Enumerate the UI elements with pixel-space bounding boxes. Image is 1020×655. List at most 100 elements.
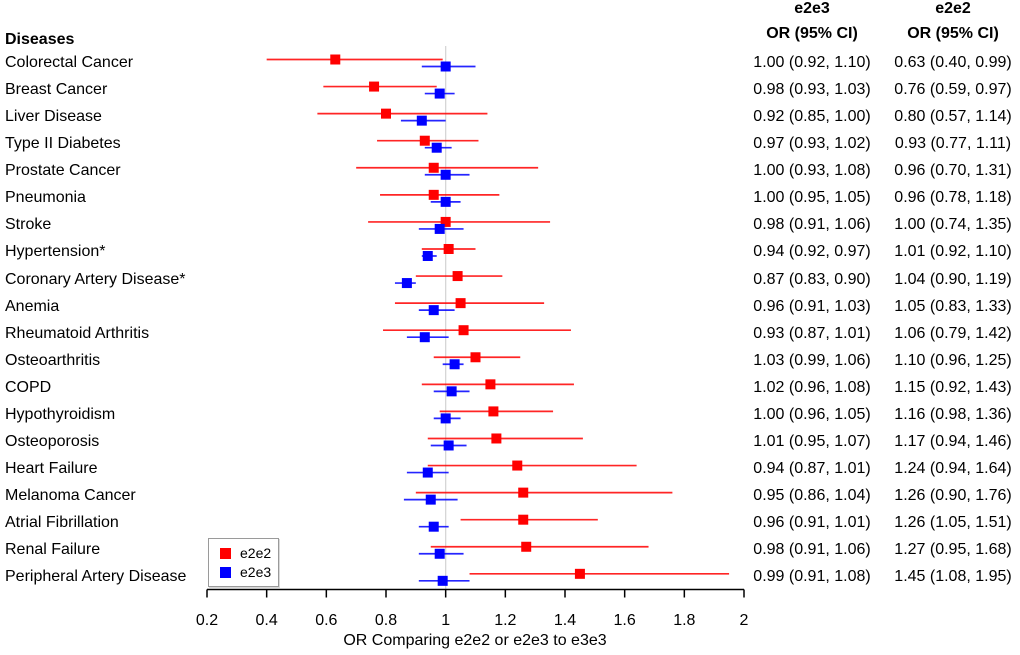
ci-text-e2e2: 0.93 (0.77, 1.11) [894, 135, 1012, 153]
or-marker-e2e2 [574, 568, 585, 579]
or-marker-e2e2 [485, 379, 496, 390]
ci-text-e2e3: 1.03 (0.99, 1.06) [753, 351, 871, 369]
or-marker-e2e2 [440, 216, 451, 227]
disease-label: Coronary Artery Disease* [5, 270, 186, 288]
column-header-e2e2-genotype: e2e2 [935, 0, 971, 17]
disease-label: Osteoporosis [5, 432, 100, 450]
or-marker-e2e2 [428, 162, 439, 173]
ci-text-e2e3: 1.02 (0.96, 1.08) [753, 378, 871, 396]
or-marker-e2e3 [419, 332, 430, 343]
or-marker-e2e2 [518, 487, 529, 498]
ci-text-e2e2: 0.76 (0.59, 0.97) [894, 81, 1012, 99]
disease-label: Type II Diabetes [5, 135, 121, 153]
or-marker-e2e3 [422, 467, 433, 478]
ci-text-e2e2: 1.16 (0.98, 1.36) [894, 405, 1012, 423]
column-header-e2e3-or-ci: OR (95% CI) [766, 25, 858, 42]
legend-swatch-e2e3 [220, 566, 231, 578]
ci-text-e2e2: 1.04 (0.90, 1.19) [894, 270, 1012, 288]
or-marker-e2e2 [518, 514, 529, 525]
disease-label: Pneumonia [5, 189, 86, 207]
or-marker-e2e2 [428, 189, 439, 200]
column-header-e2e2-or-ci: OR (95% CI) [907, 25, 999, 42]
legend-item-e2e3: e2e3 [220, 565, 278, 579]
or-marker-e2e3 [434, 223, 445, 234]
disease-label: Hypertension* [5, 243, 106, 261]
ci-text-e2e3: 0.97 (0.93, 1.02) [753, 135, 871, 153]
or-marker-e2e3 [434, 88, 445, 99]
ci-text-e2e2: 1.01 (0.92, 1.10) [894, 243, 1012, 261]
or-marker-e2e2 [512, 460, 523, 471]
legend: e2e2 e2e3 [208, 538, 279, 587]
or-marker-e2e3 [440, 413, 451, 424]
disease-label: Osteoarthritis [5, 351, 101, 369]
or-marker-e2e3 [440, 196, 451, 207]
disease-label: Prostate Cancer [5, 162, 121, 180]
disease-label: Heart Failure [5, 460, 98, 478]
ci-text-e2e3: 0.98 (0.91, 1.06) [753, 541, 871, 559]
ci-text-e2e2: 1.27 (0.95, 1.68) [894, 541, 1012, 559]
ci-text-e2e2: 1.06 (0.79, 1.42) [894, 324, 1012, 342]
or-marker-e2e2 [443, 243, 454, 254]
or-marker-e2e3 [401, 278, 412, 289]
disease-label: Anemia [5, 297, 60, 315]
or-marker-e2e3 [434, 548, 445, 559]
or-marker-e2e3 [449, 359, 460, 370]
or-marker-e2e2 [491, 433, 502, 444]
x-axis-tick-label: 1.2 [494, 612, 517, 629]
ci-text-e2e3: 0.98 (0.93, 1.03) [753, 81, 871, 99]
x-axis-tick-label: 1.4 [553, 612, 577, 629]
disease-label: Peripheral Artery Disease [5, 568, 187, 586]
ci-text-e2e3: 0.98 (0.91, 1.06) [753, 216, 871, 234]
or-marker-e2e3 [440, 169, 451, 180]
x-axis-tick-label: 2 [739, 612, 749, 629]
disease-label: Atrial Fibrillation [5, 514, 119, 532]
ci-text-e2e3: 1.00 (0.93, 1.08) [753, 162, 871, 180]
ci-text-e2e2: 1.26 (0.90, 1.76) [894, 487, 1012, 505]
or-marker-e2e3 [425, 494, 436, 505]
disease-label: Liver Disease [5, 108, 102, 126]
or-marker-e2e2 [521, 541, 532, 552]
x-axis-tick-label: 0.6 [315, 612, 338, 629]
ci-text-e2e2: 1.10 (0.96, 1.25) [894, 351, 1012, 369]
ci-text-e2e2: 0.96 (0.78, 1.18) [894, 189, 1012, 207]
ci-text-e2e3: 0.95 (0.86, 1.04) [753, 487, 871, 505]
x-axis-tick-label: 1 [441, 612, 451, 629]
x-axis-tick-label: 0.4 [255, 612, 278, 629]
legend-swatch-e2e2 [220, 547, 231, 559]
legend-label-e2e3: e2e3 [240, 564, 272, 580]
disease-label: Rheumatoid Arthritis [5, 324, 150, 342]
or-marker-e2e3 [422, 250, 433, 261]
ci-text-e2e3: 0.96 (0.91, 1.03) [753, 297, 871, 315]
legend-item-e2e2: e2e2 [220, 546, 278, 560]
or-marker-e2e3 [437, 575, 448, 586]
or-marker-e2e2 [455, 298, 466, 309]
ci-text-e2e2: 0.80 (0.57, 1.14) [894, 108, 1012, 126]
column-header-e2e3-genotype: e2e3 [794, 0, 830, 17]
ci-text-e2e3: 0.99 (0.91, 1.08) [753, 568, 871, 586]
or-marker-e2e3 [428, 521, 439, 532]
ci-text-e2e2: 1.05 (0.83, 1.33) [894, 297, 1012, 315]
legend-label-e2e2: e2e2 [240, 545, 272, 561]
x-axis-title: OR Comparing e2e2 or e2e3 to e3e3 [343, 632, 607, 649]
ci-text-e2e3: 1.01 (0.95, 1.07) [753, 432, 871, 450]
ci-text-e2e2: 0.63 (0.40, 0.99) [894, 54, 1012, 71]
ci-text-e2e3: 1.00 (0.92, 1.10) [753, 54, 871, 71]
ci-text-e2e3: 0.87 (0.83, 0.90) [753, 270, 871, 288]
ci-text-e2e2: 0.96 (0.70, 1.31) [894, 162, 1012, 180]
ci-text-e2e3: 0.93 (0.87, 1.01) [753, 324, 871, 342]
or-marker-e2e3 [428, 305, 439, 316]
or-marker-e2e2 [458, 325, 469, 336]
ci-text-e2e2: 1.00 (0.74, 1.35) [894, 216, 1012, 234]
ci-text-e2e3: 0.94 (0.87, 1.01) [753, 460, 871, 478]
disease-label: Colorectal Cancer [5, 54, 134, 71]
disease-label: Renal Failure [5, 541, 101, 559]
x-axis-tick-label: 1.8 [673, 612, 696, 629]
ci-text-e2e2: 1.17 (0.94, 1.46) [894, 432, 1012, 450]
x-axis-tick-label: 1.6 [613, 612, 636, 629]
or-marker-e2e3 [440, 61, 451, 72]
disease-label: Hypothyroidism [5, 405, 116, 423]
or-marker-e2e3 [446, 386, 457, 397]
ci-text-e2e2: 1.45 (1.08, 1.95) [894, 568, 1012, 586]
